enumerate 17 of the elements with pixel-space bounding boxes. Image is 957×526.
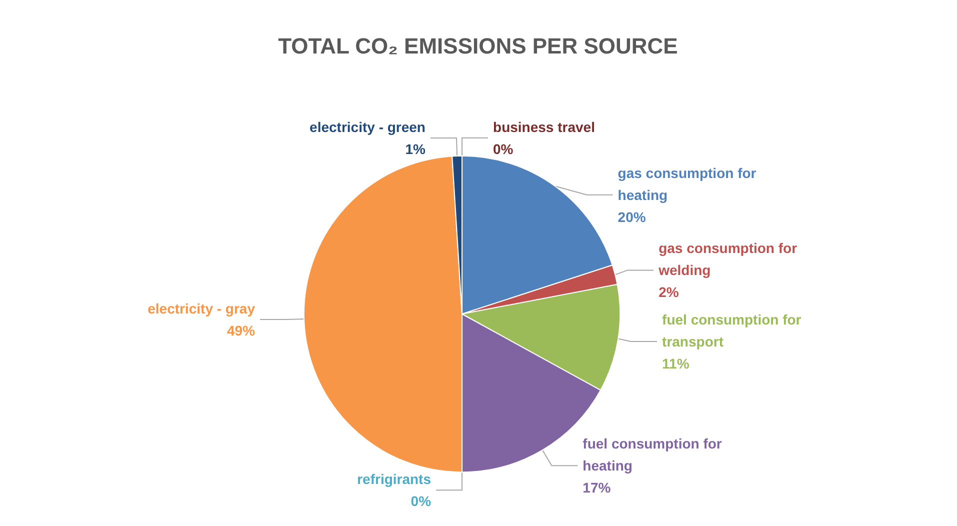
slice-label: fuel consumption for transport bbox=[662, 312, 806, 350]
data-label: 1% bbox=[405, 140, 426, 157]
chart-title: TOTAL CO₂ EMISSIONS PER SOURCE bbox=[278, 34, 678, 58]
text: 0% bbox=[493, 140, 514, 157]
slice-label: electricity - gray bbox=[148, 300, 256, 317]
slice-label: fuel consumption for heating bbox=[582, 436, 726, 474]
data-label: 11% bbox=[662, 356, 690, 372]
slice-label: electricity - green bbox=[310, 118, 426, 135]
text: 0% bbox=[410, 493, 432, 510]
slice-label: gas consumption for welding bbox=[658, 240, 801, 278]
slice-label: gas consumption for heating bbox=[618, 164, 760, 203]
data-label: 2% bbox=[658, 284, 680, 300]
data-label: 17% bbox=[582, 480, 612, 496]
legend-label: refrigirants bbox=[357, 471, 432, 488]
data-label: 20% bbox=[618, 208, 646, 225]
data-label: 49% bbox=[226, 322, 256, 339]
category-label: business travel bbox=[493, 118, 595, 135]
